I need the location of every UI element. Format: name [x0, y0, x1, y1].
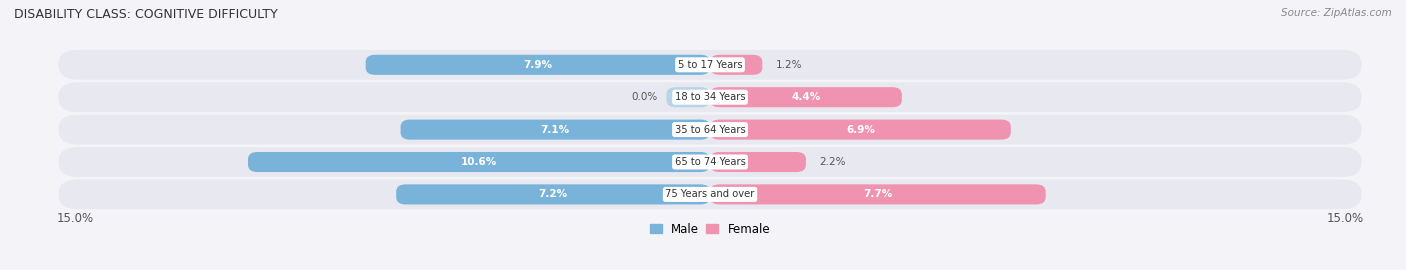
- Legend: Male, Female: Male, Female: [645, 218, 775, 240]
- FancyBboxPatch shape: [396, 184, 710, 204]
- FancyBboxPatch shape: [59, 147, 1361, 177]
- Text: 5 to 17 Years: 5 to 17 Years: [678, 60, 742, 70]
- Text: 0.0%: 0.0%: [631, 92, 658, 102]
- FancyBboxPatch shape: [59, 180, 1361, 209]
- Text: Source: ZipAtlas.com: Source: ZipAtlas.com: [1281, 8, 1392, 18]
- Text: 18 to 34 Years: 18 to 34 Years: [675, 92, 745, 102]
- Text: DISABILITY CLASS: COGNITIVE DIFFICULTY: DISABILITY CLASS: COGNITIVE DIFFICULTY: [14, 8, 278, 21]
- Text: 10.6%: 10.6%: [461, 157, 498, 167]
- Text: 4.4%: 4.4%: [792, 92, 821, 102]
- Text: 35 to 64 Years: 35 to 64 Years: [675, 124, 745, 135]
- FancyBboxPatch shape: [59, 115, 1361, 144]
- FancyBboxPatch shape: [666, 87, 710, 107]
- Text: 15.0%: 15.0%: [56, 212, 93, 225]
- Text: 7.7%: 7.7%: [863, 189, 893, 200]
- FancyBboxPatch shape: [401, 120, 710, 140]
- Text: 6.9%: 6.9%: [846, 124, 875, 135]
- FancyBboxPatch shape: [710, 87, 901, 107]
- Text: 7.1%: 7.1%: [541, 124, 569, 135]
- FancyBboxPatch shape: [710, 184, 1046, 204]
- Text: 1.2%: 1.2%: [776, 60, 801, 70]
- Text: 65 to 74 Years: 65 to 74 Years: [675, 157, 745, 167]
- FancyBboxPatch shape: [710, 120, 1011, 140]
- Text: 2.2%: 2.2%: [818, 157, 845, 167]
- FancyBboxPatch shape: [710, 152, 806, 172]
- Text: 75 Years and over: 75 Years and over: [665, 189, 755, 200]
- Text: 7.2%: 7.2%: [538, 189, 568, 200]
- FancyBboxPatch shape: [247, 152, 710, 172]
- FancyBboxPatch shape: [710, 55, 762, 75]
- FancyBboxPatch shape: [366, 55, 710, 75]
- FancyBboxPatch shape: [59, 50, 1361, 80]
- Text: 15.0%: 15.0%: [1327, 212, 1364, 225]
- Text: 7.9%: 7.9%: [523, 60, 553, 70]
- FancyBboxPatch shape: [59, 82, 1361, 112]
